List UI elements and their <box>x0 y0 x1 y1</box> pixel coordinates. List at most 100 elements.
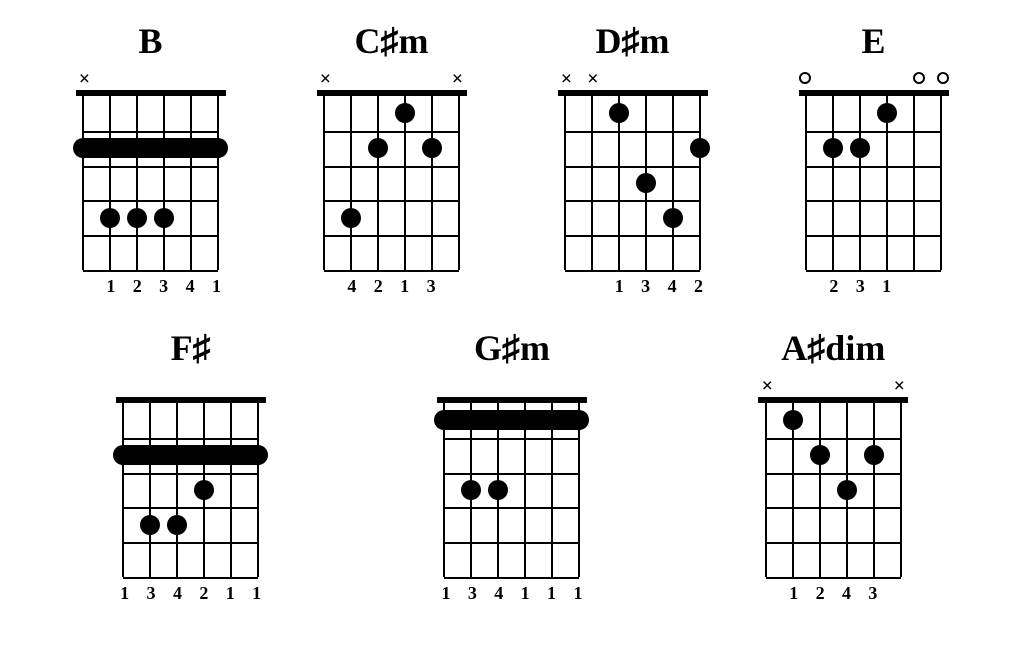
string-line <box>458 96 460 270</box>
finger-label: 2 <box>811 583 829 604</box>
finger-label: 4 <box>663 276 681 297</box>
mute-marker <box>558 70 576 88</box>
string-line <box>819 403 821 577</box>
fret-line <box>444 542 579 544</box>
string-line <box>805 96 807 270</box>
open-marker <box>913 72 925 84</box>
fret-line <box>806 235 941 237</box>
empty-marker <box>837 377 855 395</box>
fret-grid <box>799 90 949 270</box>
fret-grid <box>558 90 708 270</box>
finger-label: 4 <box>343 276 361 297</box>
finger-label <box>758 583 776 604</box>
finger-dot <box>100 208 120 228</box>
finger-dot <box>167 515 187 535</box>
finger-label: 1 <box>569 583 587 604</box>
finger-label: 1 <box>516 583 534 604</box>
empty-marker <box>155 70 173 88</box>
fret-line <box>83 200 218 202</box>
nut-markers <box>437 377 587 395</box>
finger-label <box>558 276 576 297</box>
fret-line <box>565 200 700 202</box>
barre <box>113 445 268 465</box>
fret-line <box>444 507 579 509</box>
fret-line <box>123 577 258 579</box>
fretboard <box>317 90 467 270</box>
finger-dot <box>850 138 870 158</box>
string-line <box>564 96 566 270</box>
fret-line <box>324 131 459 133</box>
fret-line <box>565 270 700 272</box>
empty-marker <box>823 70 841 88</box>
chord-row-1: F♯134211G♯m134111A♯dim1243 <box>30 327 994 604</box>
fret-line <box>444 577 579 579</box>
empty-marker <box>207 70 225 88</box>
nut-markers <box>76 70 226 88</box>
empty-marker <box>422 70 440 88</box>
mute-marker <box>584 70 602 88</box>
empty-marker <box>543 377 561 395</box>
string-line <box>136 96 138 270</box>
empty-marker <box>343 70 361 88</box>
fret-line <box>324 235 459 237</box>
fret-line <box>766 507 901 509</box>
fretboard <box>437 397 587 577</box>
finger-label: 1 <box>437 583 455 604</box>
fret-grid <box>116 397 266 577</box>
string-line <box>122 403 124 577</box>
empty-marker <box>490 377 508 395</box>
finger-dot <box>823 138 843 158</box>
empty-marker <box>785 377 803 395</box>
fret-line <box>324 166 459 168</box>
string-line <box>431 96 433 270</box>
finger-label: 3 <box>422 276 440 297</box>
empty-marker <box>437 377 455 395</box>
fret-grid <box>317 90 467 270</box>
finger-dot <box>127 208 147 228</box>
finger-label: 4 <box>837 583 855 604</box>
chord-title: F♯ <box>171 327 211 369</box>
string-line <box>350 96 352 270</box>
string-line <box>176 403 178 577</box>
finger-label: 3 <box>851 276 869 297</box>
fret-line <box>444 473 579 475</box>
fret-line <box>806 131 941 133</box>
chord-Adim: A♯dim1243 <box>733 327 933 604</box>
finger-label: 1 <box>543 583 561 604</box>
mute-marker <box>317 70 335 88</box>
string-line <box>900 403 902 577</box>
finger-label: 1 <box>116 583 134 604</box>
barre <box>434 410 589 430</box>
finger-dot <box>140 515 160 535</box>
string-line <box>163 96 165 270</box>
finger-label: 3 <box>155 276 173 297</box>
mute-marker <box>76 70 94 88</box>
finger-dot <box>395 103 415 123</box>
finger-label <box>890 583 908 604</box>
finger-label: 3 <box>637 276 655 297</box>
finger-dot <box>461 480 481 500</box>
empty-marker <box>610 70 628 88</box>
finger-label <box>448 276 466 297</box>
finger-dot <box>368 138 388 158</box>
finger-label <box>317 276 335 297</box>
mute-marker <box>758 377 776 395</box>
fret-line <box>83 166 218 168</box>
fretboard <box>758 397 908 577</box>
chord-Gm: G♯m134111 <box>412 327 612 604</box>
fret-grid <box>758 397 908 577</box>
finger-label <box>584 276 602 297</box>
fret-line <box>766 542 901 544</box>
string-line <box>940 96 942 270</box>
finger-labels: 134111 <box>437 583 587 604</box>
fret-line <box>766 438 901 440</box>
finger-dot <box>810 445 830 465</box>
open-marker <box>799 72 811 84</box>
open-marker <box>937 72 949 84</box>
fret-line <box>565 131 700 133</box>
finger-dot <box>488 480 508 500</box>
fret-line <box>123 507 258 509</box>
finger-dot <box>609 103 629 123</box>
string-line <box>82 96 84 270</box>
finger-dot <box>783 410 803 430</box>
